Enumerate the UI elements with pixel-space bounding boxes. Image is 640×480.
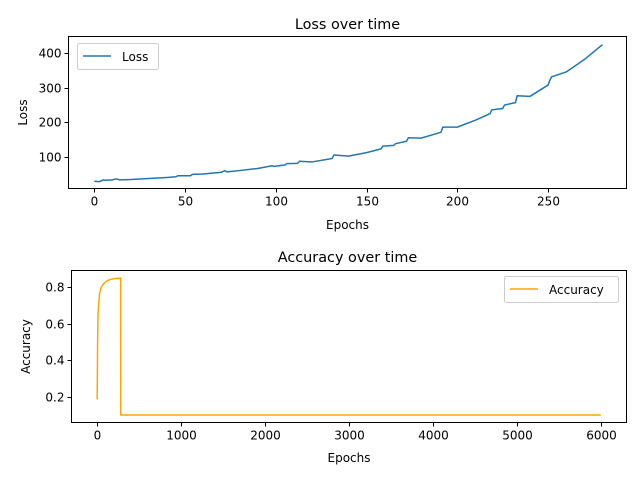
accuracy-y-tick-label: 0.2: [45, 391, 64, 405]
loss-axes-frame: [68, 36, 627, 189]
loss-y-axis-label: Loss: [16, 99, 30, 125]
accuracy-chart: Accuracy over time 0 1000 2000 3000 4000 5000…: [19, 250, 627, 465]
loss-y-ticks: 100 200 300 400: [39, 47, 69, 165]
loss-x-tick-label: 50: [178, 195, 193, 209]
loss-legend-label: Loss: [122, 50, 148, 64]
accuracy-x-tick-label: 4000: [418, 429, 449, 443]
accuracy-chart-title: Accuracy over time: [278, 250, 418, 266]
loss-y-tick-label: 200: [39, 116, 62, 130]
loss-series-line-0: [94, 44, 603, 183]
accuracy-series-line-0: [96, 277, 601, 416]
accuracy-x-ticks: 0 1000 2000 3000 4000 5000 6000: [94, 422, 617, 443]
loss-legend: Loss: [77, 43, 159, 70]
accuracy-legend-label: Accuracy: [549, 283, 604, 297]
loss-x-tick-label: 100: [265, 195, 288, 209]
loss-x-tick-label: 200: [446, 195, 469, 209]
loss-x-axis-label: Epochs: [326, 218, 369, 232]
accuracy-y-axis-label: Accuracy: [19, 319, 33, 374]
accuracy-x-tick-label: 3000: [334, 429, 365, 443]
accuracy-x-axis-label: Epochs: [328, 451, 371, 465]
accuracy-x-tick-label: 2000: [250, 429, 281, 443]
loss-plot-marks: [94, 44, 603, 183]
loss-x-ticks: 0 50 100 150 200 250: [91, 188, 560, 209]
accuracy-plot-marks: [96, 277, 601, 416]
loss-legend-box: [77, 43, 159, 70]
loss-y-tick-label: 300: [39, 82, 62, 96]
accuracy-x-tick-label: 5000: [502, 429, 533, 443]
accuracy-y-tick-label: 0.4: [45, 354, 64, 368]
accuracy-y-tick-label: 0.6: [45, 318, 64, 332]
loss-chart-title: Loss over time: [295, 17, 400, 33]
accuracy-legend: Accuracy: [504, 276, 619, 303]
accuracy-legend-box: [504, 276, 619, 303]
loss-y-tick-label: 100: [39, 151, 62, 165]
accuracy-x-tick-label: 6000: [586, 429, 617, 443]
loss-y-tick-label: 400: [39, 47, 62, 61]
accuracy-y-ticks: 0.2 0.4 0.6 0.8: [45, 281, 72, 405]
accuracy-x-tick-label: 1000: [166, 429, 197, 443]
loss-chart: Loss over time 0 50 100 150 200 250 100 200 300…: [16, 17, 627, 232]
loss-x-tick-label: 150: [356, 195, 379, 209]
accuracy-x-tick-label: 0: [94, 429, 102, 443]
accuracy-y-tick-label: 0.8: [45, 281, 64, 295]
loss-x-tick-label: 0: [91, 195, 99, 209]
loss-x-tick-label: 250: [537, 195, 560, 209]
